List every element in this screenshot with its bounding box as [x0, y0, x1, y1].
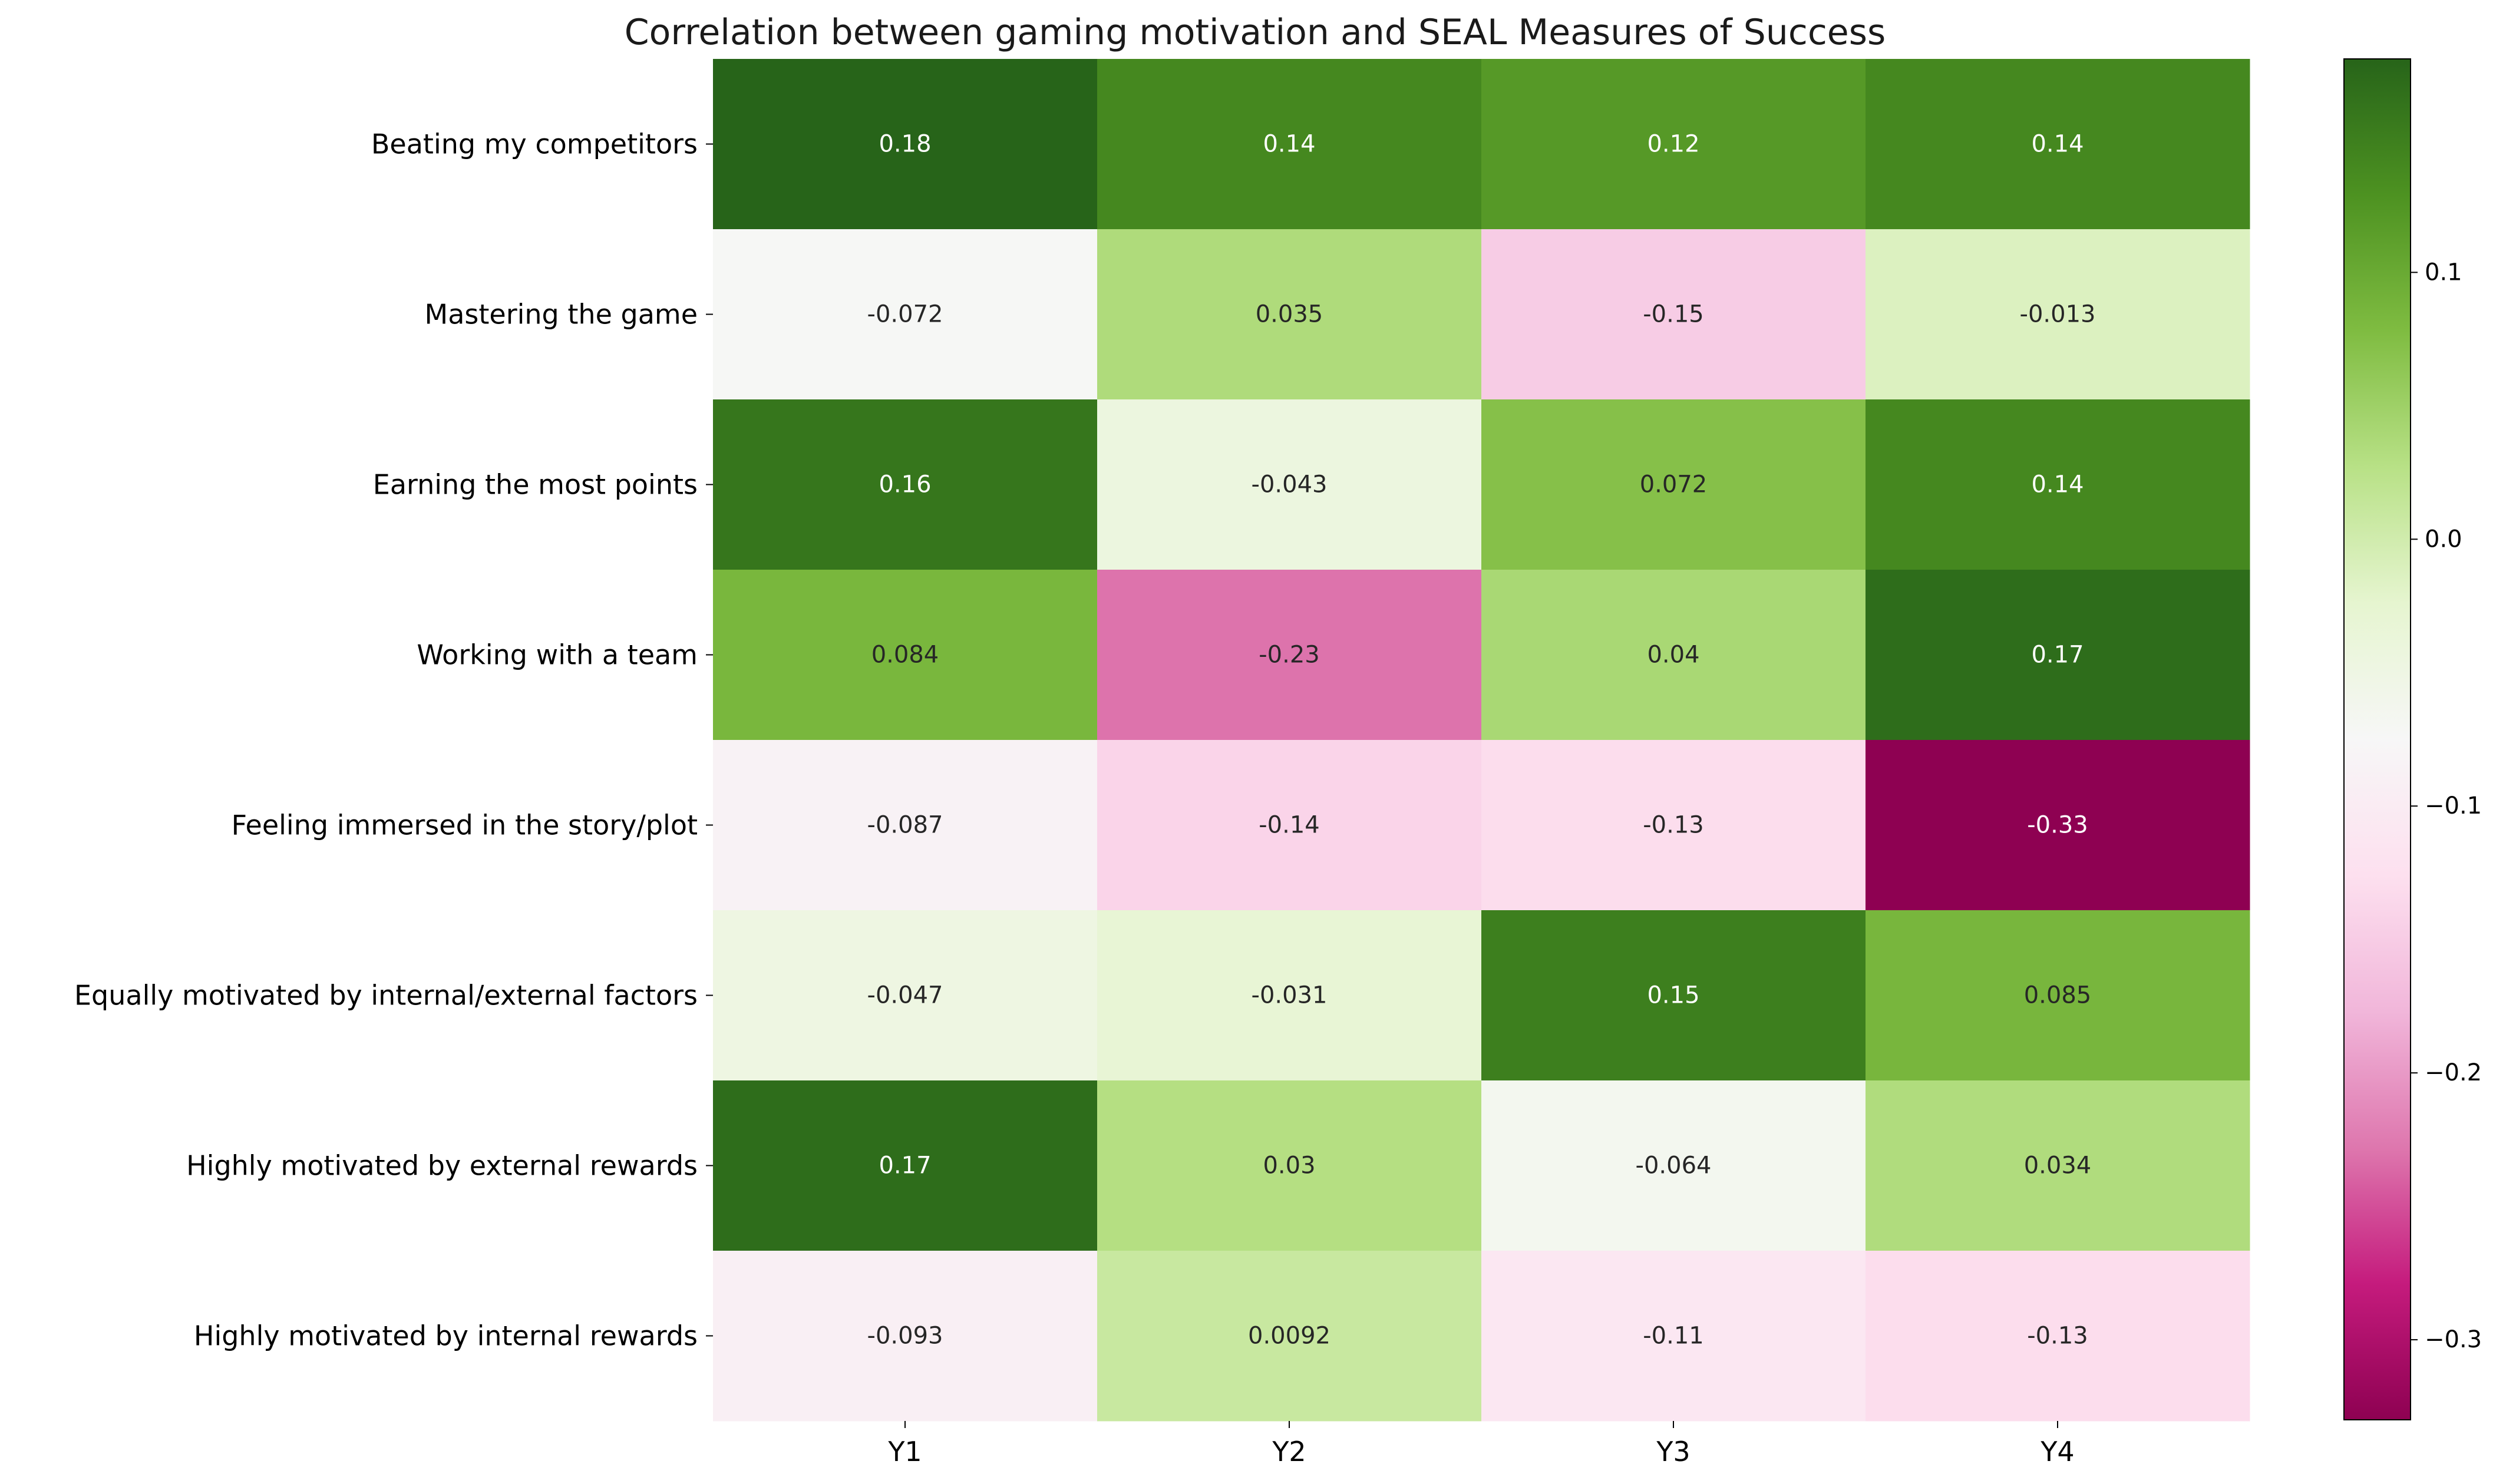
y-axis-tick-labels: Beating my competitors Mastering the game… — [74, 128, 713, 1352]
heatmap-cell — [713, 570, 1098, 741]
heatmap-cell-label: 0.03 — [1263, 1152, 1315, 1179]
heatmap-cell — [1097, 59, 1482, 230]
heatmap-cell-label: 0.085 — [2024, 982, 2092, 1009]
heatmap-cell-label: 0.0092 — [1248, 1323, 1330, 1350]
x-axis-tick-label: Y3 — [1656, 1436, 1690, 1468]
y-axis-tick-label: Earning the most points — [373, 469, 698, 501]
heatmap-cell-label: -0.15 — [1643, 301, 1704, 328]
heatmap-cell — [1481, 59, 1866, 230]
heatmap-cell-label: -0.11 — [1643, 1323, 1704, 1350]
heatmap-cell-label: 0.14 — [2031, 471, 2084, 498]
colorbar-tick-label: 0.1 — [2425, 259, 2462, 286]
heatmap-cell-label: -0.093 — [867, 1323, 943, 1350]
heatmap-cell — [1481, 570, 1866, 741]
heatmap-cell — [713, 59, 1098, 230]
heatmap-cell-label: 0.14 — [1263, 131, 1315, 158]
heatmap-cell-label: 0.17 — [2031, 642, 2084, 669]
y-axis-tick-label: Equally motivated by internal/external f… — [74, 980, 698, 1012]
y-axis-tick-label: Mastering the game — [425, 299, 698, 330]
heatmap-cell — [1097, 570, 1482, 741]
heatmap-cell-label: 0.17 — [879, 1152, 931, 1179]
heatmap-cell-label: 0.15 — [1647, 982, 1699, 1009]
heatmap-cell — [713, 1251, 1098, 1422]
heatmap-cell — [1481, 399, 1866, 570]
y-axis-tick-label: Highly motivated by external rewards — [186, 1150, 698, 1182]
heatmap-cell-label: 0.034 — [2024, 1152, 2092, 1179]
heatmap-cell — [1097, 1080, 1482, 1251]
y-axis-tick-label: Feeling immersed in the story/plot — [232, 809, 698, 841]
x-axis-tick-label: Y4 — [2040, 1436, 2074, 1468]
x-axis-tick-labels: Y1 Y2 Y3 Y4 — [887, 1421, 2075, 1468]
heatmap-cell-label: 0.18 — [879, 131, 931, 158]
heatmap-cell-label: -0.14 — [1259, 812, 1320, 839]
heatmap-cell — [713, 229, 1098, 400]
heatmap-cell-label: 0.16 — [879, 471, 931, 498]
colorbar-tick-label: −0.1 — [2425, 792, 2482, 819]
heatmap-cell — [1866, 399, 2250, 570]
heatmap-cell — [1866, 1080, 2250, 1251]
heatmap-cell-label: 0.04 — [1647, 642, 1699, 669]
heatmap-cell — [1097, 740, 1482, 911]
heatmap-cell — [1097, 910, 1482, 1081]
heatmap-cell-label: -0.043 — [1252, 471, 1328, 498]
y-axis-tick-label: Highly motivated by internal rewards — [194, 1320, 698, 1352]
heatmap-cell-label: -0.13 — [2027, 1323, 2088, 1350]
heatmap-cell-label: -0.013 — [2020, 301, 2096, 328]
heatmap-cell-label: -0.072 — [867, 301, 943, 328]
heatmap-cell — [1481, 910, 1866, 1081]
heatmap-cell — [1481, 1251, 1866, 1422]
heatmap-cell — [1097, 1251, 1482, 1422]
colorbar — [2343, 58, 2411, 1420]
colorbar-ticks: 0.1 0.0 −0.1 −0.2 −0.3 — [2411, 259, 2482, 1353]
heatmap-cell — [713, 910, 1098, 1081]
heatmap-cell — [1866, 229, 2250, 400]
x-axis-tick-label: Y1 — [887, 1436, 922, 1468]
x-axis-tick-label: Y2 — [1272, 1436, 1306, 1468]
heatmap-cell-label: 0.035 — [1256, 301, 1323, 328]
heatmap-cell-label: 0.14 — [2031, 131, 2084, 158]
heatmap-cell — [713, 1080, 1098, 1251]
heatmap-cell — [1481, 740, 1866, 911]
y-axis-tick-label: Working with a team — [417, 639, 698, 671]
heatmap-cell-label: -0.087 — [867, 812, 943, 839]
heatmap-cell — [1866, 59, 2250, 230]
heatmap-cell-label: -0.33 — [2027, 812, 2088, 839]
heatmap-cell — [1481, 229, 1866, 400]
heatmap-cell — [1866, 1251, 2250, 1422]
heatmap-cell — [713, 399, 1098, 570]
heatmap-cell-label: -0.064 — [1636, 1152, 1712, 1179]
heatmap-cell-labels: 0.18 0.14 0.12 0.14 -0.072 0.035 -0.15 -0.013 0.… — [867, 131, 2096, 1350]
chart-title: Correlation between gaming motivation an… — [625, 12, 1886, 53]
y-axis-tick-label: Beating my competitors — [371, 128, 698, 160]
heatmap-cell-label: -0.047 — [867, 982, 943, 1009]
heatmap-cell — [1866, 910, 2250, 1081]
heatmap-cell-label: 0.084 — [871, 642, 939, 669]
heatmap-cell — [1097, 399, 1482, 570]
heatmap-cell-label: -0.031 — [1252, 982, 1328, 1009]
heatmap-cell-label: 0.072 — [1640, 471, 1708, 498]
heatmap-cell — [1866, 570, 2250, 741]
colorbar-tick-label: −0.2 — [2425, 1059, 2482, 1086]
heatmap-cells — [713, 59, 2250, 1422]
heatmap-cell — [1866, 740, 2250, 911]
heatmap-cell-label: -0.23 — [1259, 642, 1320, 669]
heatmap-cell — [1481, 1080, 1866, 1251]
heatmap-cell-label: 0.12 — [1647, 131, 1699, 158]
colorbar-tick-label: 0.0 — [2425, 525, 2462, 553]
heatmap-cell — [713, 740, 1098, 911]
colorbar-tick-label: −0.3 — [2425, 1326, 2482, 1353]
heatmap-cell-label: -0.13 — [1643, 812, 1704, 839]
heatmap-cell — [1097, 229, 1482, 400]
